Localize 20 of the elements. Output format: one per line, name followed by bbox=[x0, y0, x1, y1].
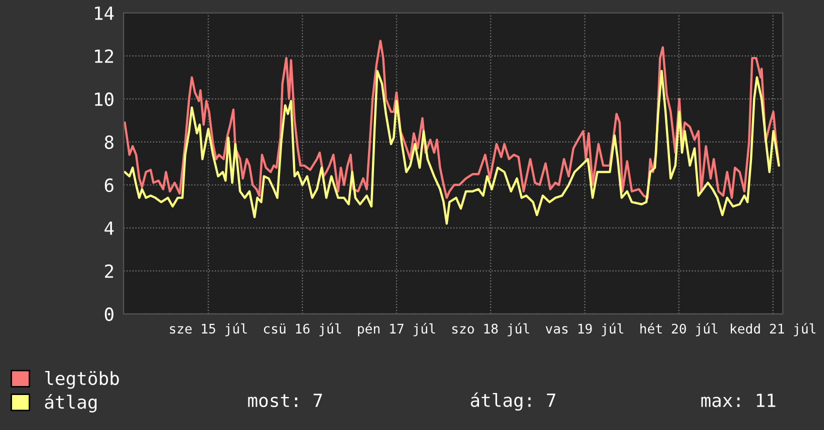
text: max: 11 bbox=[701, 394, 776, 408]
legend-label: legtöbb bbox=[45, 371, 119, 389]
y-tick-label: 4 bbox=[104, 222, 114, 235]
y-tick-label: 10 bbox=[95, 92, 114, 106]
x-tick-label: pén 17 júl bbox=[358, 322, 435, 336]
text: átlag: 7 bbox=[470, 392, 556, 411]
x-tick-label: sze 15 júl bbox=[170, 322, 247, 336]
y-tick-label: 2 bbox=[105, 264, 114, 278]
text: most: 7 bbox=[248, 394, 322, 408]
x-tick-label: vas 19 júl bbox=[546, 322, 624, 336]
x-tick-label: csü 16 júl bbox=[264, 322, 341, 336]
y-tick-label: 0 bbox=[104, 307, 114, 322]
x-tick-label: kedd 21 júl bbox=[730, 322, 816, 336]
y-tick-label: 6 bbox=[104, 178, 114, 192]
x-tick-label: hét 20 júl bbox=[640, 322, 718, 336]
legend-label: átlag bbox=[45, 394, 97, 412]
y-tick-label: 14 bbox=[95, 6, 114, 20]
y-tick-label: 8 bbox=[104, 135, 114, 150]
x-tick-label: szo 18 júl bbox=[452, 322, 530, 336]
y-tick-label: 12 bbox=[95, 49, 114, 63]
